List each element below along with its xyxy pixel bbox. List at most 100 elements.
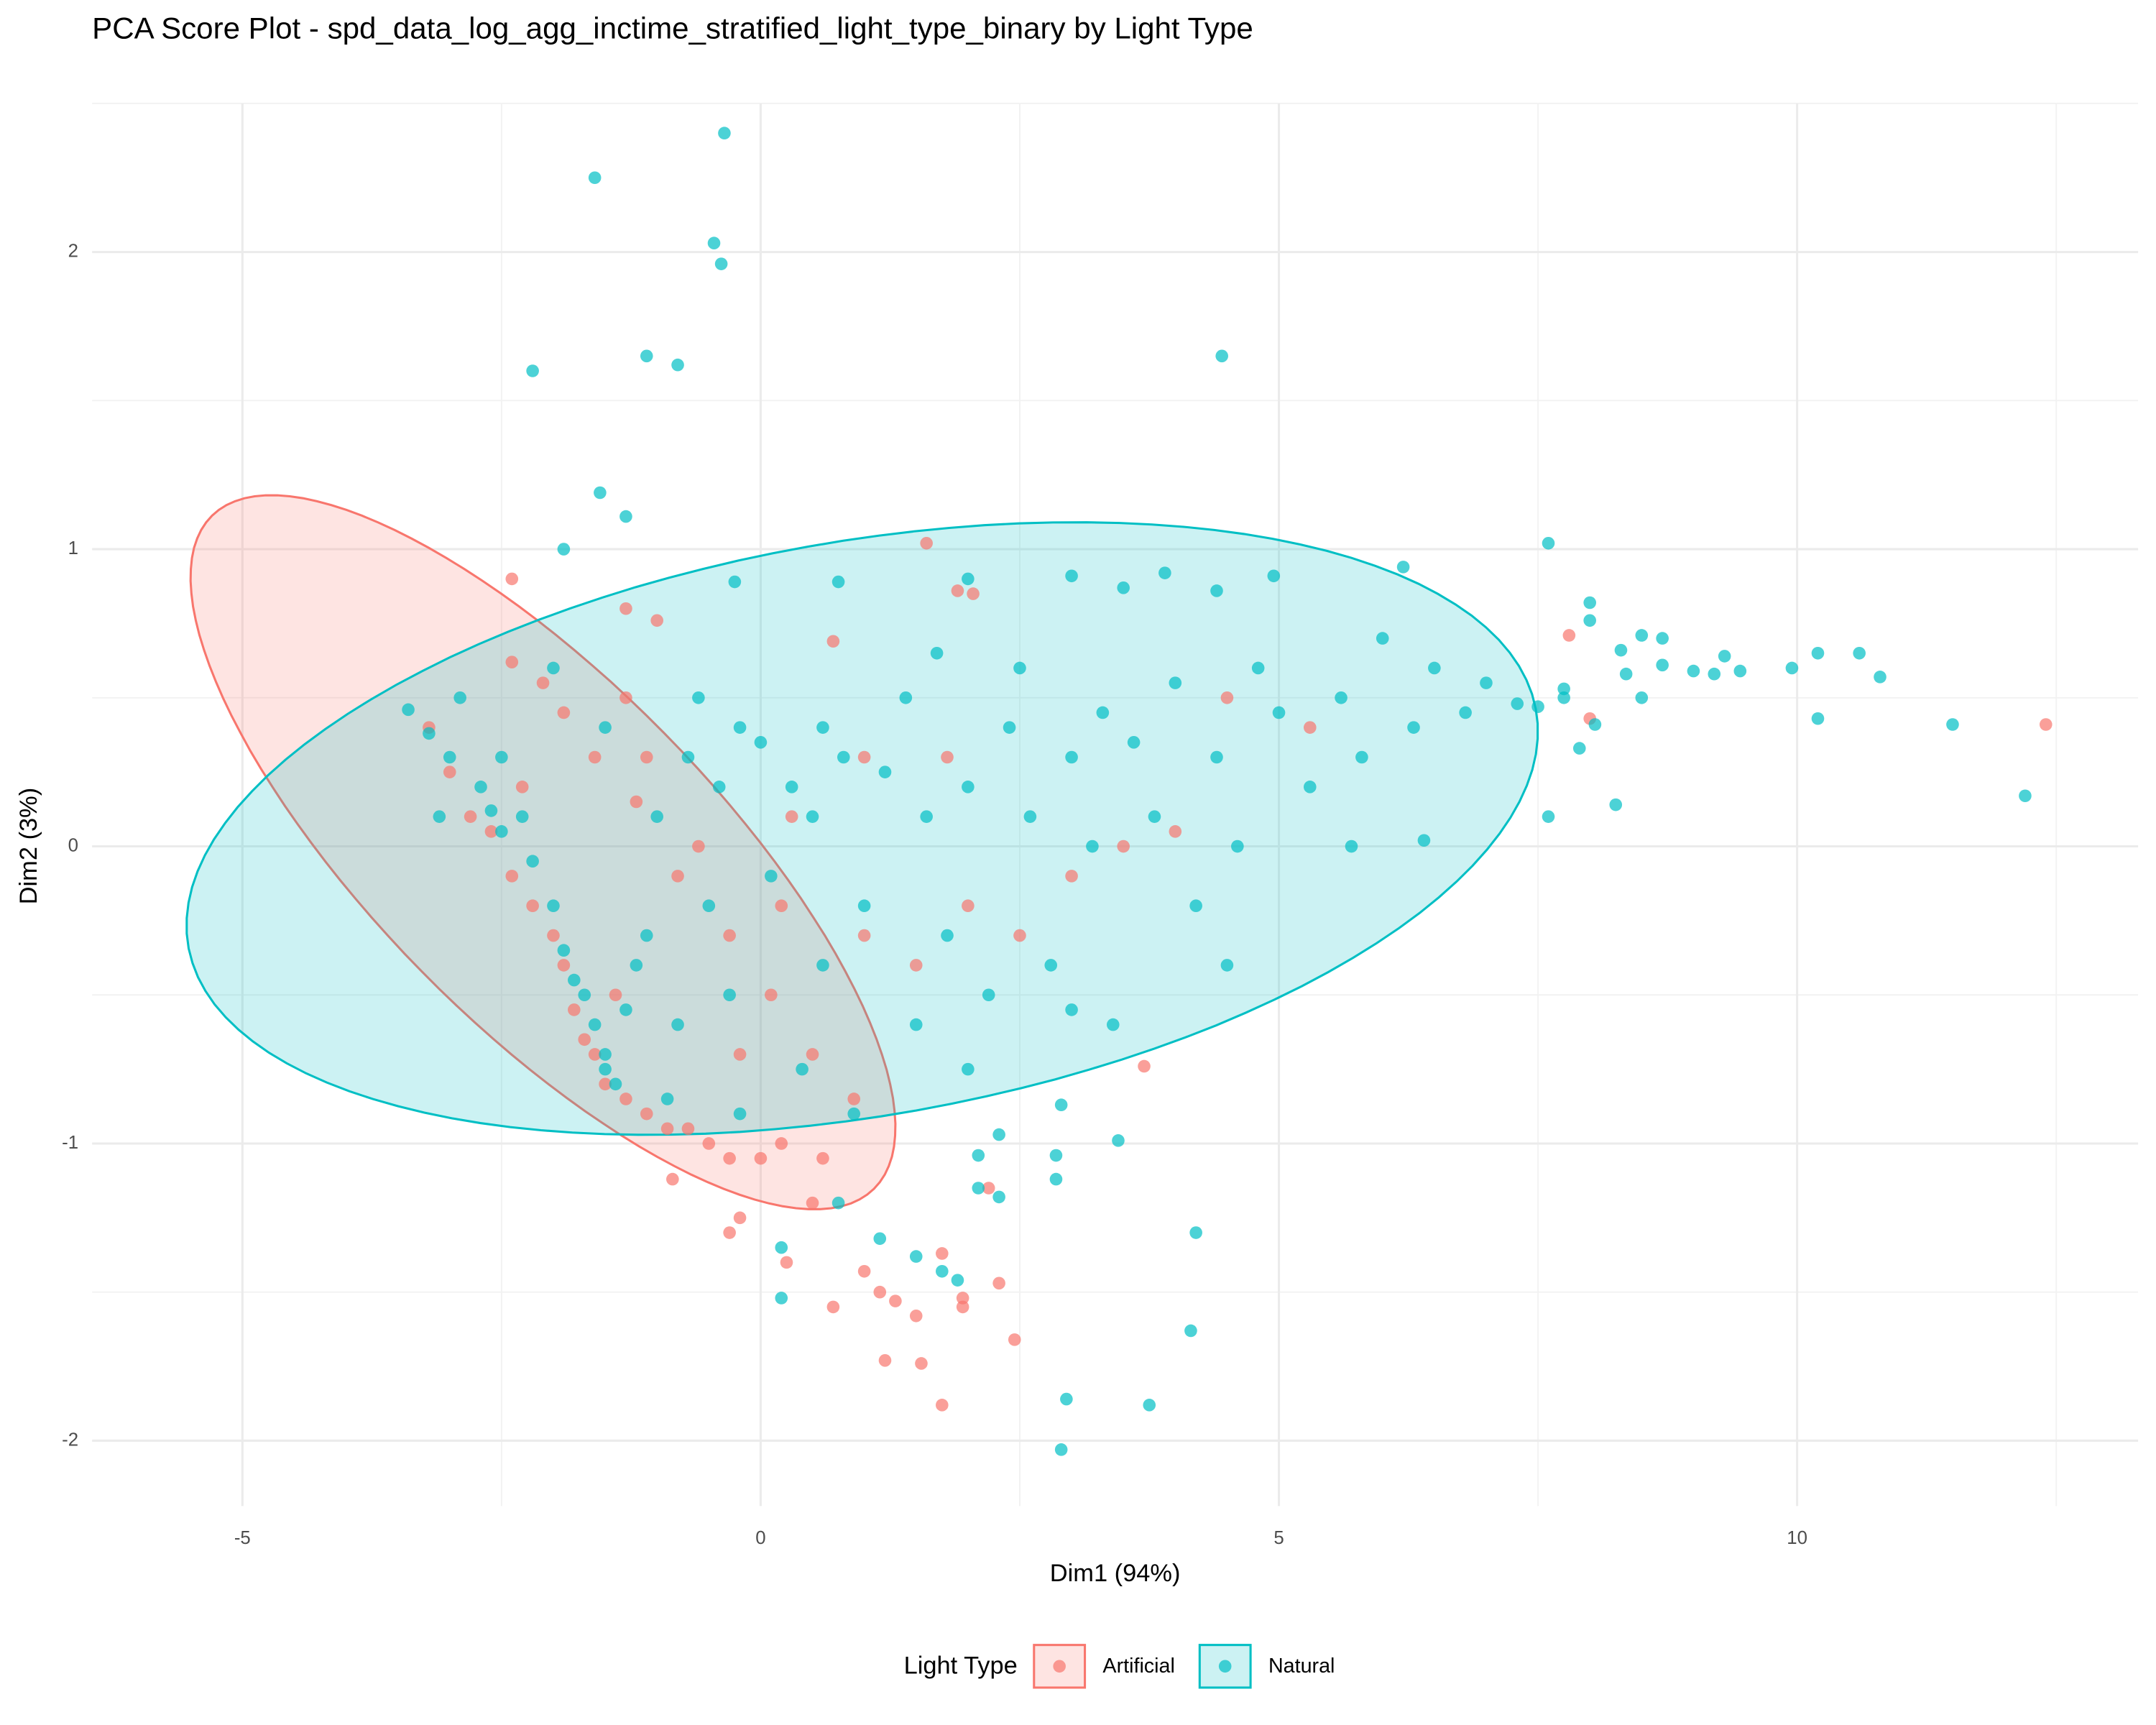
point bbox=[453, 691, 466, 704]
point bbox=[1376, 632, 1389, 645]
point bbox=[733, 1211, 747, 1225]
point bbox=[951, 584, 964, 597]
point bbox=[831, 575, 845, 589]
point bbox=[1096, 706, 1110, 719]
point bbox=[599, 1048, 612, 1061]
point bbox=[1003, 721, 1016, 734]
point bbox=[936, 1247, 949, 1260]
point bbox=[775, 899, 788, 913]
point bbox=[1065, 1003, 1078, 1016]
point bbox=[536, 676, 550, 689]
point bbox=[962, 781, 975, 794]
point bbox=[1718, 650, 1731, 663]
point bbox=[909, 959, 923, 972]
point bbox=[1049, 1172, 1063, 1186]
point bbox=[671, 358, 684, 372]
point bbox=[785, 781, 798, 794]
point bbox=[936, 1264, 949, 1278]
legend-dot bbox=[1053, 1660, 1066, 1673]
point bbox=[1060, 1392, 1073, 1406]
point bbox=[1874, 671, 1886, 684]
point bbox=[1303, 721, 1317, 734]
point bbox=[594, 486, 607, 500]
legend-label: Natural bbox=[1268, 1655, 1335, 1678]
point bbox=[723, 988, 736, 1002]
point bbox=[1656, 658, 1669, 672]
point bbox=[1459, 706, 1472, 719]
point bbox=[588, 750, 602, 764]
point bbox=[619, 510, 632, 523]
point bbox=[920, 536, 933, 550]
point bbox=[681, 750, 695, 764]
point bbox=[951, 1274, 964, 1287]
point bbox=[1303, 781, 1317, 794]
point bbox=[578, 988, 591, 1002]
point bbox=[702, 1137, 716, 1150]
point bbox=[1417, 834, 1431, 847]
point bbox=[775, 1241, 788, 1254]
point bbox=[557, 706, 571, 719]
point bbox=[1583, 596, 1596, 610]
point bbox=[1049, 1149, 1063, 1162]
x-tick-label: -5 bbox=[234, 1528, 251, 1548]
point bbox=[712, 781, 726, 794]
point bbox=[1614, 643, 1628, 657]
point bbox=[1251, 661, 1265, 675]
point bbox=[505, 656, 519, 668]
point bbox=[962, 572, 975, 586]
point bbox=[915, 1357, 928, 1370]
grid: -5 0 5 10 -2 -1 0 1 2 bbox=[62, 102, 2139, 1548]
point bbox=[847, 1092, 861, 1105]
point bbox=[1588, 718, 1602, 731]
point bbox=[765, 870, 778, 883]
point bbox=[1013, 929, 1026, 942]
points bbox=[402, 126, 2053, 1456]
point bbox=[972, 1149, 985, 1162]
point bbox=[557, 944, 571, 957]
point bbox=[650, 614, 663, 627]
point bbox=[816, 959, 829, 972]
point bbox=[816, 1151, 829, 1165]
point bbox=[1687, 664, 1700, 678]
y-tick-label: -1 bbox=[62, 1133, 78, 1153]
point bbox=[671, 870, 684, 883]
y-tick-label: 1 bbox=[68, 538, 78, 558]
point bbox=[873, 1285, 887, 1299]
point bbox=[557, 959, 571, 972]
point bbox=[443, 750, 456, 764]
point bbox=[1609, 798, 1623, 811]
point bbox=[728, 575, 742, 589]
x-axis-title: Dim1 (94%) bbox=[1050, 1560, 1181, 1587]
point bbox=[1189, 1226, 1202, 1239]
point bbox=[1542, 810, 1555, 823]
y-tick-label: -2 bbox=[62, 1430, 78, 1450]
point bbox=[1272, 706, 1286, 719]
point bbox=[1013, 661, 1026, 675]
point bbox=[599, 1062, 612, 1076]
point bbox=[671, 1018, 684, 1031]
point bbox=[806, 1196, 819, 1210]
point bbox=[640, 750, 653, 764]
point bbox=[495, 750, 508, 764]
point bbox=[515, 781, 529, 794]
point bbox=[941, 929, 954, 942]
legend-dot bbox=[1218, 1660, 1232, 1673]
point bbox=[1335, 691, 1348, 704]
point bbox=[816, 721, 829, 734]
point bbox=[547, 661, 560, 675]
point bbox=[878, 765, 892, 778]
point bbox=[1583, 614, 1596, 627]
point bbox=[1231, 840, 1244, 853]
point bbox=[1169, 676, 1182, 689]
point bbox=[588, 1048, 602, 1061]
point bbox=[423, 727, 436, 740]
point bbox=[599, 1077, 612, 1091]
point bbox=[826, 1300, 840, 1314]
point bbox=[837, 750, 850, 764]
point bbox=[972, 1182, 985, 1195]
point bbox=[1220, 959, 1234, 972]
point bbox=[660, 1122, 674, 1136]
point bbox=[1138, 1059, 1151, 1073]
point bbox=[992, 1276, 1005, 1290]
point bbox=[909, 1250, 923, 1263]
